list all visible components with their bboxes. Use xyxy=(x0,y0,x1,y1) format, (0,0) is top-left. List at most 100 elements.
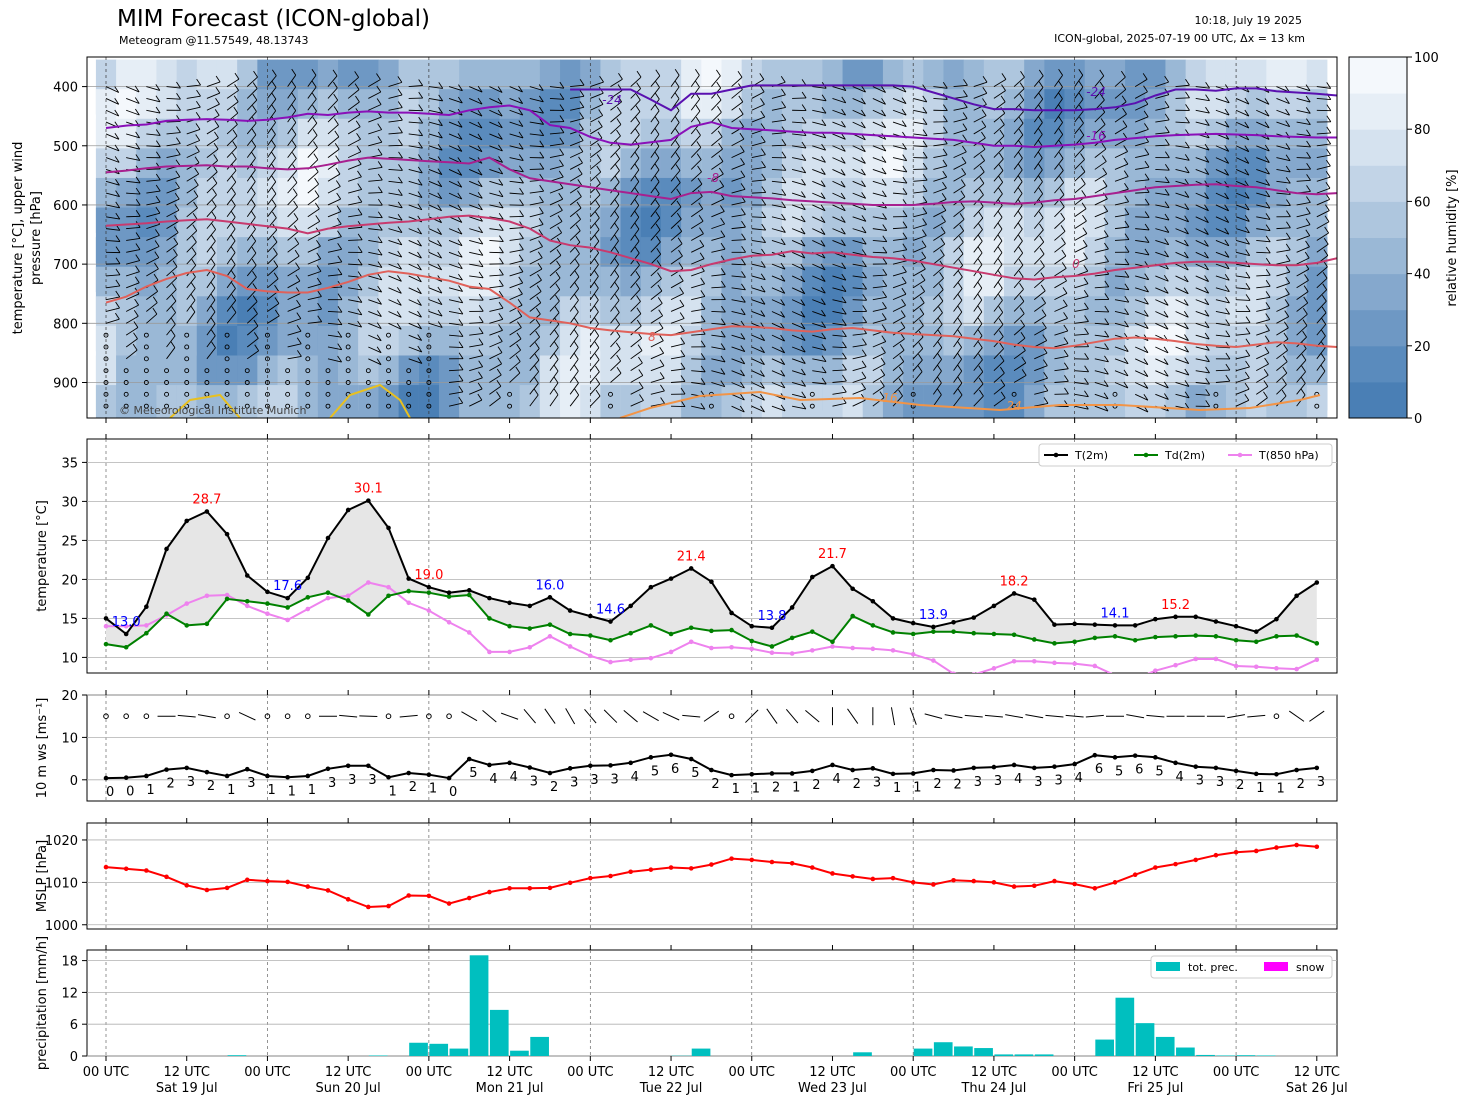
wind-barb-feather xyxy=(535,319,541,326)
series-point xyxy=(709,579,714,585)
wind-barb-feather xyxy=(458,319,464,326)
wind-barb xyxy=(933,165,948,170)
wind-barb-feather xyxy=(176,104,181,111)
wind-barb-feather xyxy=(396,322,402,330)
wind-barb xyxy=(670,206,682,218)
wind-barb-feather xyxy=(922,118,928,125)
wind-barb-feather xyxy=(654,92,660,100)
wind-barb xyxy=(650,340,664,348)
y-tick-label: 10 xyxy=(61,651,78,666)
calm-marker xyxy=(446,713,452,720)
wind-barb xyxy=(246,134,257,147)
wind-barb-feather xyxy=(1038,163,1043,171)
wind-barb-feather xyxy=(1306,140,1311,148)
mslp-point xyxy=(850,874,855,879)
wind-barb xyxy=(267,253,278,265)
wind-barb-feather xyxy=(1204,216,1209,223)
wind-barb-feather xyxy=(861,371,867,379)
wind-speed-label: 1 xyxy=(1256,781,1264,796)
wind-barb xyxy=(872,285,887,289)
wind-barb-feather xyxy=(942,82,948,89)
wind-barb-feather xyxy=(680,337,686,344)
series-point xyxy=(668,631,674,637)
precip-plot xyxy=(227,955,1276,1056)
wind-barb xyxy=(832,216,846,223)
wind-barb xyxy=(348,299,362,303)
wind-barb-feather xyxy=(336,217,342,225)
wind-barb-feather xyxy=(655,211,661,219)
wind-barb xyxy=(812,121,826,127)
wind-barb xyxy=(569,219,581,229)
calm-marker xyxy=(184,380,190,385)
series-point xyxy=(668,576,674,581)
wind-barb xyxy=(1054,98,1063,111)
wind-barb-feather xyxy=(577,190,582,197)
wind-barb xyxy=(1256,216,1271,220)
wind-speed-label: 3 xyxy=(994,774,1002,789)
wind-barb-feather xyxy=(614,175,620,183)
wind-barb-feather xyxy=(311,80,317,88)
wind-barb xyxy=(690,220,704,230)
wind-barb xyxy=(1235,355,1250,360)
wind-barb-feather xyxy=(801,166,807,174)
wind-barb-feather xyxy=(115,257,121,264)
wind-barb xyxy=(1074,283,1089,289)
wind-barb-feather xyxy=(739,145,745,152)
wind-barb-feather xyxy=(1144,198,1150,206)
colorbar-step xyxy=(1349,345,1407,383)
wind-barb xyxy=(544,708,556,724)
mslp-point xyxy=(1233,849,1239,855)
wind-barb xyxy=(847,708,859,724)
wind-barb-feather xyxy=(1224,96,1230,104)
wind-barb xyxy=(1175,334,1189,341)
wind-barb xyxy=(1296,383,1306,395)
wind-speed-point xyxy=(890,771,896,777)
wind-barb-feather xyxy=(312,116,318,124)
wind-barb-feather xyxy=(1204,309,1210,317)
series-point xyxy=(144,630,149,636)
wind-barb xyxy=(1235,251,1250,256)
series-point xyxy=(123,623,129,629)
wind-barb-feather xyxy=(478,316,484,323)
wind-barb-feather xyxy=(922,151,928,159)
wind-barb xyxy=(812,240,826,247)
wind-barb-feather xyxy=(417,166,423,174)
wind-barb-feather xyxy=(700,365,706,373)
wind-barb xyxy=(1316,300,1327,312)
wind-barb-feather xyxy=(417,287,422,294)
wind-barb-feather xyxy=(1265,246,1271,254)
wind-barb-feather xyxy=(881,109,886,117)
wind-barb xyxy=(428,169,443,176)
wind-barb-feather xyxy=(497,357,503,365)
wind-barb-feather xyxy=(1001,84,1006,91)
wind-barb xyxy=(812,109,827,114)
wind-barb-feather xyxy=(1225,296,1230,304)
wind-barb-feather xyxy=(922,129,928,136)
wind-barb xyxy=(206,229,216,241)
wind-barb-feather xyxy=(676,212,682,220)
wind-barb-feather xyxy=(1084,365,1089,373)
series-point xyxy=(850,586,855,592)
wind-barb xyxy=(1256,145,1270,152)
wind-barb-feather xyxy=(597,120,603,127)
wind-barb-feather xyxy=(800,345,806,353)
wind-barb-feather xyxy=(251,140,257,147)
chart-title: MIM Forecast (ICON-global) xyxy=(117,6,430,32)
wind-barb-feather xyxy=(780,238,786,246)
wind-barb xyxy=(711,111,722,123)
humidity-cell xyxy=(1306,385,1328,418)
series-point xyxy=(386,525,391,531)
wind-barb xyxy=(751,228,766,231)
wind-barb xyxy=(1296,336,1307,348)
max-temp-label: 19.0 xyxy=(414,568,443,583)
wind-barb-feather xyxy=(212,165,218,173)
wind-barb xyxy=(307,308,322,312)
wind-barb xyxy=(944,714,963,719)
wind-barb xyxy=(1316,132,1331,135)
wind-barb-feather xyxy=(553,341,559,348)
wind-barb-feather xyxy=(155,95,161,103)
wind-barb xyxy=(973,264,983,277)
series-point xyxy=(951,671,956,673)
wind-barb-feather xyxy=(881,98,886,105)
wind-barb-feather xyxy=(190,293,196,301)
